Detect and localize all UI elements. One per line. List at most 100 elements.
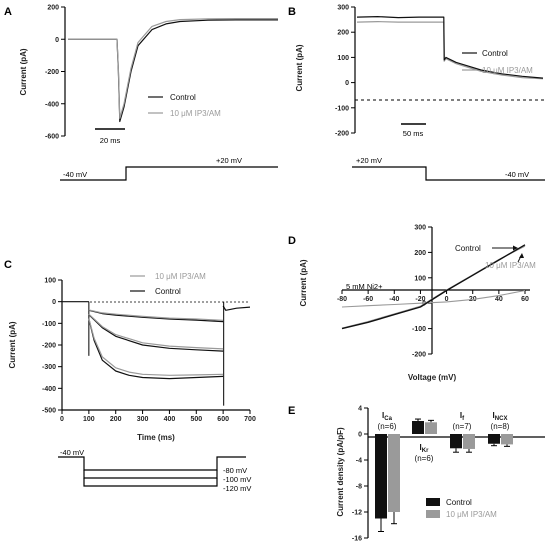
panel-c-protocol-hold: -40 mV (60, 448, 84, 457)
panel-b-ytick-label: 300 (337, 5, 349, 12)
panel-c-ytick-label: -500 (42, 408, 56, 415)
panel-e-bar-ip3-1 (425, 422, 437, 434)
panel-e-bar-ip3-3 (501, 434, 513, 445)
panel-b-legend-ip3: 10 μM IP3/AM (482, 66, 533, 75)
panel-c-xtick-label: 400 (164, 416, 176, 423)
panel-e-category-n-1: (n=6) (415, 454, 434, 463)
panel-e-ytick-label: 0 (358, 432, 362, 439)
panel-d-arrowhead-ip3 (519, 253, 524, 258)
panel-e-category-name: I (460, 411, 462, 420)
panel-b-ytick-label: 100 (337, 55, 349, 62)
panel-b-protocol (352, 166, 545, 181)
panel-e-category-sub: Ca (384, 416, 392, 422)
panel-d-ytick-label: 100 (414, 275, 426, 282)
panel-d-xtick-label: 0 (445, 296, 449, 303)
panel-b-protocol-step: -40 mV (505, 170, 529, 179)
panel-c-protocol-step-3: -120 mV (223, 484, 251, 493)
panel-d-xtick-label: -80 (337, 296, 347, 303)
panel-b-protocol-hold: +20 mV (356, 156, 382, 165)
panel-c-y-label: Current (pA) (8, 321, 17, 368)
panel-e-legend-ip3-swatch (426, 510, 440, 518)
panel-e-category-label-1: IKr (420, 443, 430, 454)
panel-d: Current (pA) Voltage (mV) 300 200 100 0 -100… (299, 225, 536, 383)
panel-c: Current (pA) Time (ms) 100 0 -100 -200 -300 -… (8, 272, 256, 493)
panel-a-ytick-label: -400 (45, 101, 59, 108)
panel-a-legend-control: Control (170, 93, 196, 102)
panel-c-ytick-label: 100 (44, 278, 56, 285)
panel-e-bar-control-3 (488, 434, 500, 444)
panel-c-ytick-label: 0 (52, 299, 56, 306)
panel-d-trace-control (341, 244, 526, 330)
panel-c-xtick-label: 100 (83, 416, 95, 423)
panel-a-legend-ip3: 10 μM IP3/AM (170, 109, 221, 118)
panel-d-xtick-label: -40 (389, 296, 399, 303)
panel-c-letter: C (4, 259, 12, 271)
panel-a-scalebar-label: 20 ms (100, 136, 121, 145)
panel-a-ytick-label: 200 (47, 5, 59, 12)
panel-b-ytick-label: -200 (335, 131, 349, 138)
panel-e-bar-control-2 (450, 434, 462, 449)
panel-a-y-label: Current (pA) (19, 48, 28, 95)
panel-a-protocol-hold: -40 mV (63, 170, 87, 179)
panel-e: Current density (pA/pF) 40-4-8-12-16 ICa… (336, 406, 545, 543)
panel-d-xtick-label: 40 (495, 296, 503, 303)
panel-b-y-label: Current (pA) (295, 44, 304, 91)
panel-d-arrowhead-control (513, 245, 518, 251)
panel-c-xtick-label: 300 (137, 416, 149, 423)
panel-e-category-label-0: ICa (382, 411, 393, 422)
panel-c-ytick-label: -100 (42, 321, 56, 328)
panel-d-trace-ni (341, 289, 526, 308)
panel-d-letter: D (288, 235, 296, 247)
panel-e-legend-ip3: 10 μM IP3/AM (446, 510, 497, 519)
panel-c-protocol-step-1: -80 mV (223, 466, 247, 475)
panel-a-trace-ip3 (68, 18, 278, 119)
panel-b-ytick-label: 200 (337, 30, 349, 37)
panel-b-ytick-label: 0 (345, 80, 349, 87)
panel-d-ytick-label: -100 (412, 326, 426, 333)
panel-a-ytick-label: -200 (45, 69, 59, 76)
panel-c-protocol-step-2: -100 mV (223, 475, 251, 484)
panel-e-bar-control-1 (412, 421, 424, 434)
panel-c-xtick-label: 700 (244, 416, 256, 423)
panel-e-ytick-label: -12 (352, 510, 362, 517)
panel-c-xtick-label: 500 (190, 416, 202, 423)
panel-d-label-ni-text: 5 mM Ni2+ (346, 282, 383, 291)
panel-e-letter: E (288, 405, 295, 417)
panel-e-bar-control-0 (375, 434, 387, 519)
panel-e-category-n-0: (n=6) (378, 422, 397, 431)
panel-e-ytick-label: 4 (358, 406, 362, 413)
panel-e-category-name: I (382, 411, 384, 420)
panel-c-baseline-post (222, 305, 251, 311)
panel-d-label-ip3: 10 μM IP3/AM (485, 261, 536, 270)
panel-c-xtick-label: 200 (110, 416, 122, 423)
panel-c-xtick-label: 0 (60, 416, 64, 423)
panel-c-x-label: Time (ms) (137, 433, 175, 442)
panel-c-trace-ip3--120 (88, 318, 224, 376)
panel-c-protocol (58, 456, 246, 487)
panel-b-trace-control (356, 16, 544, 79)
panel-a-ytick-label: -600 (45, 134, 59, 141)
panel-b-trace-ip3 (356, 21, 544, 80)
panel-e-category-sub: Kr (422, 448, 429, 454)
panel-e-ytick-label: -16 (352, 536, 362, 543)
panel-c-trace-ip3--80 (88, 309, 224, 321)
panel-b-ytick-label: -100 (335, 105, 349, 112)
panel-d-x-label: Voltage (mV) (408, 373, 457, 382)
panel-d-ytick-label: 200 (414, 250, 426, 257)
panel-e-bar-ip3-2 (463, 434, 475, 449)
panel-e-ytick-label: -4 (356, 458, 362, 465)
panel-d-label-ni: 5 mM Ni2+ (346, 282, 383, 291)
panel-c-trace-ip3--100 (88, 313, 224, 350)
panel-b-letter: B (288, 6, 296, 18)
panel-d-label-control: Control (455, 244, 481, 253)
panel-c-legend-ip3: 10 μM IP3/AM (155, 272, 206, 281)
panel-e-legend-control-swatch (426, 498, 440, 506)
panel-b-scalebar-label: 50 ms (403, 129, 424, 138)
panel-c-ytick-label: -300 (42, 364, 56, 371)
panel-d-xtick-label: 60 (521, 296, 529, 303)
panel-c-ytick-label: -400 (42, 386, 56, 393)
panel-d-xtick-label: -20 (415, 296, 425, 303)
panel-b-legend-control: Control (482, 49, 508, 58)
panel-c-trace-control--80 (88, 309, 224, 323)
